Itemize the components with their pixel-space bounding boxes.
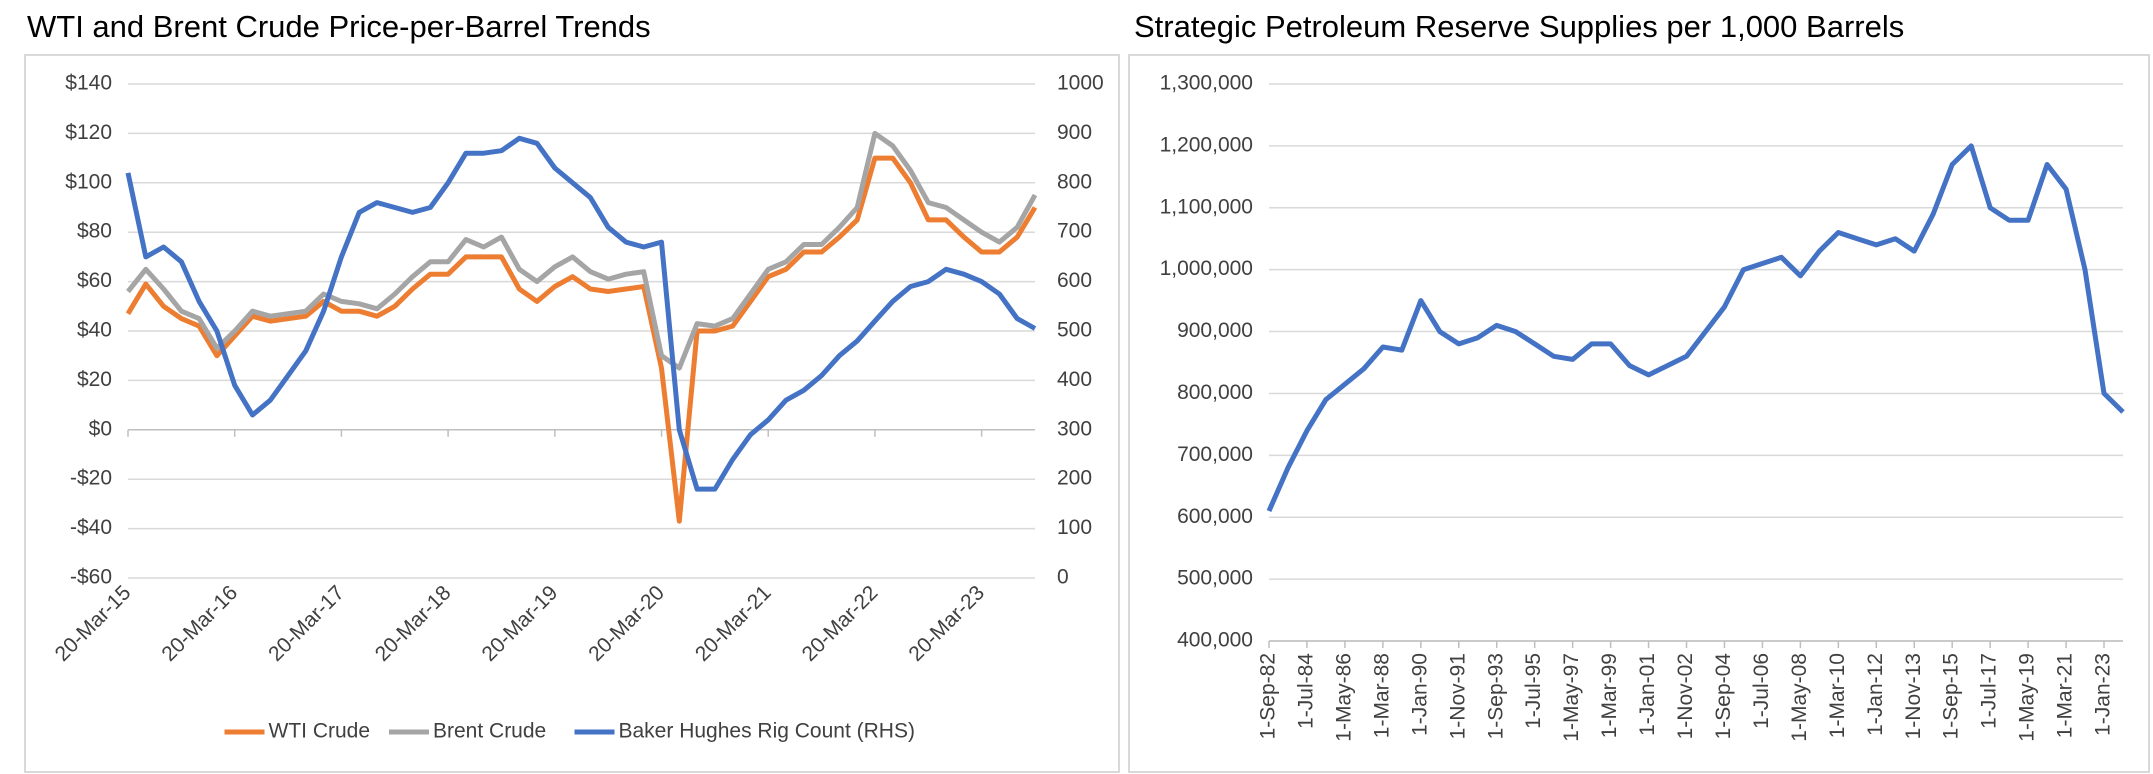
y2-tick-label: 200	[1057, 467, 1092, 490]
x-tick-label: 1-Jul-06	[1750, 653, 1773, 729]
y-tick-label: $80	[77, 220, 112, 243]
x-tick-label: 1-Mar-99	[1598, 653, 1621, 738]
y-tick-label: 400,000	[1177, 629, 1253, 652]
y2-tick-label: 0	[1057, 566, 1069, 589]
x-tick-label: 20-Mar-15	[51, 581, 136, 666]
y-tick-label: $100	[65, 170, 112, 193]
x-tick-label: 1-Jul-17	[1978, 653, 2001, 729]
y-tick-label: $0	[89, 417, 112, 440]
y2-tick-label: 100	[1057, 516, 1092, 539]
x-tick-label: 1-May-86	[1332, 653, 1355, 742]
x-tick-label: 20-Mar-21	[691, 581, 776, 666]
data-line	[125, 155, 1038, 524]
y-tick-label: 800,000	[1177, 381, 1253, 404]
y-tick-label: 1,200,000	[1160, 133, 1253, 156]
y-tick-label: 500,000	[1177, 567, 1253, 590]
legend-label: Brent Crude	[433, 720, 546, 743]
x-tick-label: 1-May-08	[1788, 653, 1811, 742]
y-tick-label: $120	[65, 121, 112, 144]
y2-tick-label: 500	[1057, 319, 1092, 342]
x-tick-label: 1-Nov-91	[1446, 653, 1469, 739]
x-tick-label: 1-Jan-01	[1636, 653, 1659, 736]
y-tick-label: 700,000	[1177, 443, 1253, 466]
y-tick-label: $60	[77, 269, 112, 292]
x-tick-label: 1-Sep-04	[1712, 653, 1735, 740]
y-tick-label: 1,100,000	[1160, 195, 1253, 218]
x-tick-label: 20-Mar-23	[904, 581, 989, 666]
y-tick-label: -$40	[70, 516, 112, 539]
x-tick-label: 20-Mar-20	[584, 581, 669, 666]
x-tick-label: 1-Mar-21	[2054, 653, 2077, 738]
y-tick-label: -$20	[70, 467, 112, 490]
y-tick-label: $20	[77, 368, 112, 391]
x-tick-label: 1-Mar-10	[1826, 653, 1849, 738]
x-tick-label: 1-Jan-23	[2092, 653, 2115, 736]
y2-tick-label: 700	[1057, 220, 1092, 243]
x-tick-label: 20-Mar-22	[798, 581, 883, 666]
x-tick-label: 1-Sep-93	[1484, 653, 1507, 739]
panel-border	[24, 54, 1120, 773]
x-tick-label: 1-Mar-88	[1370, 653, 1393, 738]
y2-tick-label: 1000	[1057, 72, 1104, 95]
x-tick-label: 1-Nov-02	[1674, 653, 1697, 739]
x-tick-label: 20-Mar-17	[264, 581, 349, 666]
x-tick-label: 1-Jul-95	[1522, 653, 1545, 729]
chart-title: WTI and Brent Crude Price-per-Barrel Tre…	[27, 9, 651, 44]
data-line	[1266, 143, 2125, 513]
legend-label: Baker Hughes Rig Count (RHS)	[619, 720, 915, 743]
y2-tick-label: 400	[1057, 368, 1092, 391]
y-tick-label: $140	[65, 72, 112, 95]
x-tick-label: 20-Mar-18	[371, 581, 456, 666]
y2-tick-label: 800	[1057, 170, 1092, 193]
y-tick-label: 1,000,000	[1160, 257, 1253, 280]
y2-tick-label: 900	[1057, 121, 1092, 144]
x-tick-label: 1-Jan-90	[1408, 653, 1431, 736]
x-tick-label: 1-Sep-82	[1257, 653, 1280, 739]
x-tick-label: 1-Nov-13	[1902, 653, 1925, 739]
y2-tick-label: 300	[1057, 417, 1092, 440]
x-tick-label: 1-May-19	[2016, 653, 2039, 742]
y-tick-label: $40	[77, 319, 112, 342]
y-tick-label: -$60	[70, 566, 112, 589]
x-tick-label: 1-Jul-84	[1295, 653, 1318, 729]
y-tick-label: 900,000	[1177, 319, 1253, 342]
x-tick-label: 20-Mar-16	[157, 581, 242, 666]
x-tick-label: 1-May-97	[1560, 653, 1583, 742]
y-tick-label: 1,300,000	[1160, 72, 1253, 95]
y-tick-label: 600,000	[1177, 505, 1253, 528]
chart-title: Strategic Petroleum Reserve Supplies per…	[1134, 9, 1904, 44]
x-tick-label: 1-Jan-12	[1864, 653, 1887, 736]
x-tick-label: 20-Mar-19	[478, 581, 563, 666]
data-line	[126, 130, 1038, 371]
y2-tick-label: 600	[1057, 269, 1092, 292]
x-tick-label: 1-Sep-15	[1940, 653, 1963, 739]
panel-border	[1128, 54, 2150, 773]
legend-label: WTI Crude	[269, 720, 371, 743]
data-line	[125, 135, 1037, 492]
